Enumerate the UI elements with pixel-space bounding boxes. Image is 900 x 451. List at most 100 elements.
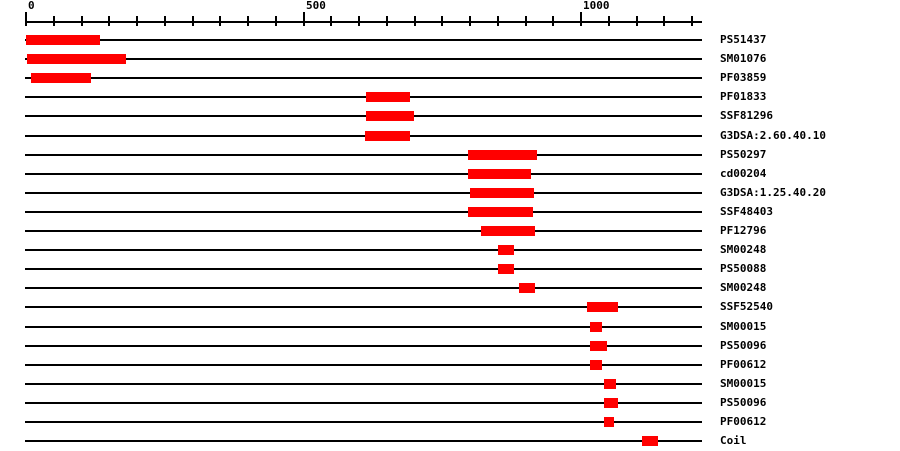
- domain-feature-bar[interactable]: [518, 283, 536, 294]
- domain-track-label: PF00612: [720, 415, 767, 428]
- domain-track-row: PF00612: [0, 413, 900, 432]
- axis-tick-550: [330, 16, 332, 26]
- domain-track-label: SSF52540: [720, 300, 773, 314]
- axis-tick-400: [247, 16, 249, 26]
- track-baseline: [25, 401, 702, 404]
- axis-tick-150: [108, 16, 110, 26]
- axis-tick-800: [469, 16, 471, 26]
- domain-feature-bar[interactable]: [589, 340, 608, 351]
- domain-track-row: G3DSA:1.25.40.20: [0, 184, 900, 203]
- domain-track-label: SM00015: [720, 376, 767, 390]
- axis-tick-300: [192, 16, 194, 26]
- axis-tick-label-0: 0: [28, 0, 35, 12]
- domain-feature-bar[interactable]: [26, 35, 100, 45]
- domain-feature-bar[interactable]: [468, 168, 531, 179]
- domain-track-label: PS50297: [720, 147, 767, 161]
- track-baseline: [25, 249, 702, 252]
- domain-track-label: G3DSA:1.25.40.20: [720, 185, 826, 199]
- domain-feature-bar[interactable]: [603, 397, 618, 408]
- track-baseline: [25, 382, 702, 385]
- axis-tick-100: [81, 16, 83, 26]
- domain-track-row: SM00015: [0, 375, 900, 394]
- axis-tick-350: [219, 16, 221, 26]
- domain-feature-bar[interactable]: [603, 378, 617, 389]
- domain-track-label: PF01833: [720, 90, 767, 104]
- axis-tick-650: [386, 16, 388, 26]
- track-baseline: [25, 172, 702, 175]
- axis-tick-900: [525, 16, 527, 26]
- domain-track-row: G3DSA:2.60.40.10: [0, 127, 900, 146]
- domain-track-label: Coil: [720, 434, 747, 448]
- domain-feature-bar[interactable]: [365, 92, 411, 103]
- track-baseline: [25, 58, 702, 61]
- track-baseline: [25, 134, 702, 137]
- domain-track-row: PF12796: [0, 222, 900, 241]
- axis-tick-750: [441, 16, 443, 26]
- track-baseline: [25, 96, 702, 99]
- axis-tick-1200: [691, 16, 693, 26]
- axis-tick-450: [275, 16, 277, 26]
- domain-track-row: PS50096: [0, 337, 900, 356]
- axis-tick-50: [53, 16, 55, 26]
- domain-feature-bar[interactable]: [469, 187, 534, 198]
- domain-feature-bar[interactable]: [497, 264, 514, 275]
- axis-tick-1000: [580, 12, 582, 26]
- domain-track-row: SSF52540: [0, 298, 900, 317]
- domain-track-row: Coil: [0, 432, 900, 451]
- axis-tick-850: [497, 16, 499, 26]
- axis-tick-500: [303, 12, 305, 26]
- domain-feature-bar[interactable]: [31, 73, 92, 84]
- domain-feature-bar[interactable]: [642, 436, 659, 447]
- domain-track-label: cd00204: [720, 166, 767, 180]
- track-baseline: [25, 344, 702, 347]
- track-baseline: [25, 421, 702, 423]
- domain-feature-bar[interactable]: [365, 111, 415, 122]
- axis-tick-250: [164, 16, 166, 26]
- domain-track-label: SM00015: [720, 319, 767, 333]
- domain-feature-bar[interactable]: [480, 226, 536, 236]
- domain-track-row: SSF81296: [0, 107, 900, 126]
- track-baseline: [25, 39, 702, 41]
- domain-feature-bar[interactable]: [468, 206, 533, 217]
- axis-tick-600: [358, 16, 360, 26]
- track-baseline: [25, 153, 702, 156]
- track-baseline: [25, 77, 702, 80]
- domain-track-label: PF00612: [720, 357, 767, 371]
- domain-feature-bar[interactable]: [589, 359, 603, 370]
- domain-track-label: PS50096: [720, 338, 767, 352]
- axis-tick-1050: [608, 16, 610, 26]
- track-baseline: [25, 363, 702, 366]
- track-baseline: [25, 306, 702, 309]
- sequence-axis: 0 500 1000: [0, 0, 900, 28]
- axis-tick-700: [414, 16, 416, 26]
- track-baseline: [25, 210, 702, 213]
- domain-track-row: PS50096: [0, 394, 900, 413]
- domain-track-row: PS50297: [0, 146, 900, 165]
- axis-tick-label-500: 500: [306, 0, 326, 12]
- axis-tick-1150: [663, 16, 665, 26]
- domain-track-label: PF12796: [720, 224, 767, 237]
- axis-tick-200: [136, 16, 138, 26]
- domain-track-row: SM00248: [0, 279, 900, 298]
- domain-track-row: SM01076: [0, 50, 900, 69]
- domain-feature-bar[interactable]: [586, 302, 618, 313]
- domain-feature-bar[interactable]: [27, 54, 126, 65]
- axis-tick-0: [25, 12, 27, 26]
- axis-tick-label-1000: 1000: [583, 0, 610, 12]
- domain-track-label: SSF81296: [720, 109, 773, 123]
- track-baseline: [25, 325, 702, 328]
- domain-feature-bar[interactable]: [603, 417, 614, 427]
- track-baseline: [25, 268, 702, 271]
- domain-feature-bar[interactable]: [497, 245, 514, 256]
- domain-feature-bar[interactable]: [364, 130, 411, 141]
- domain-feature-bar[interactable]: [468, 149, 538, 160]
- domain-track-label: SM00248: [720, 281, 767, 295]
- track-baseline: [25, 287, 702, 290]
- domain-feature-bar[interactable]: [589, 321, 603, 332]
- domain-track-row: PF01833: [0, 88, 900, 107]
- domain-track-label: G3DSA:2.60.40.10: [720, 128, 826, 142]
- track-baseline: [25, 440, 702, 443]
- track-baseline: [25, 115, 702, 118]
- domain-track-row: PF03859: [0, 69, 900, 88]
